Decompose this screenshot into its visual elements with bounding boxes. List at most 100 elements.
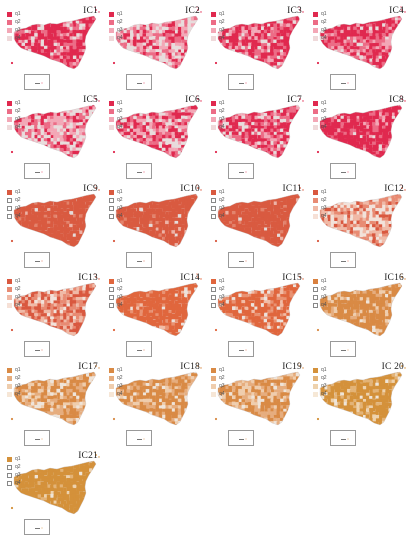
municipality-cell (340, 135, 345, 139)
municipality-cell (398, 132, 402, 136)
municipality-cell (184, 58, 188, 63)
municipality-cell (43, 122, 48, 126)
municipality-cell (350, 26, 354, 31)
municipality-cell (174, 198, 179, 203)
municipality-cell (44, 26, 48, 31)
municipality-cell (126, 201, 131, 206)
municipality-cell (34, 26, 38, 31)
municipality-cell (225, 32, 230, 37)
municipality-cell (158, 115, 163, 120)
municipality-cell (365, 42, 370, 47)
municipality-cell (76, 201, 80, 205)
municipality-cell (66, 105, 71, 110)
municipality-cell (366, 134, 370, 139)
municipality-cell (41, 223, 45, 228)
municipality-cell (228, 151, 233, 155)
municipality-cell (286, 125, 291, 129)
municipality-cell (394, 39, 399, 44)
municipality-cell (155, 26, 160, 31)
municipality-cell (378, 109, 383, 113)
municipality-cell (94, 61, 96, 66)
municipality-cell (129, 58, 134, 63)
municipality-cell (69, 138, 74, 143)
municipality-cell (171, 36, 175, 41)
municipality-cell (116, 135, 121, 139)
municipality-cell (232, 119, 236, 123)
municipality-cell (292, 154, 297, 158)
municipality-cell (340, 106, 344, 111)
map-panel: IC8 q1 q2 q3 q4 (308, 91, 408, 181)
municipality-cell (116, 148, 121, 152)
municipality-cell (254, 36, 258, 40)
municipality-cell (66, 62, 71, 66)
municipality-cell (63, 52, 67, 56)
municipality-cell (356, 52, 361, 57)
municipality-cell (184, 198, 189, 202)
municipality-cell (46, 220, 51, 225)
municipality-cell (299, 131, 300, 136)
municipality-cell (241, 52, 246, 56)
municipality-cell (69, 147, 74, 152)
municipality-cell (260, 62, 265, 66)
municipality-cell (378, 144, 383, 148)
municipality-cell (14, 36, 16, 41)
municipality-cell (292, 157, 297, 158)
municipality-cell (363, 153, 367, 158)
municipality-cell (289, 144, 294, 148)
municipality-cell (340, 144, 344, 149)
municipality-cell (155, 105, 160, 110)
municipality-cell (388, 64, 393, 69)
municipality-cell (143, 58, 147, 63)
municipality-cell (360, 71, 364, 75)
municipality-cell (143, 45, 147, 50)
municipality-cell (168, 20, 173, 24)
municipality-cell (123, 144, 127, 149)
municipality-cell (37, 217, 41, 221)
municipality-cell (159, 201, 163, 205)
municipality-cell (18, 148, 22, 152)
municipality-cell (366, 55, 370, 59)
municipality-cell (174, 39, 179, 43)
municipality-cell (162, 138, 166, 143)
municipality-cell (88, 59, 93, 63)
municipality-cell (382, 105, 386, 107)
municipality-cell (60, 157, 64, 158)
municipality-cell (296, 128, 300, 133)
municipality-cell (50, 68, 54, 69)
municipality-cell (365, 112, 370, 117)
municipality-cell (37, 157, 42, 158)
municipality-cell (369, 39, 373, 43)
municipality-cell (27, 17, 32, 22)
municipality-cell (79, 17, 83, 22)
municipality-cell (91, 214, 96, 218)
municipality-cell (279, 105, 284, 107)
municipality-cell (28, 68, 32, 69)
municipality-cell (15, 65, 19, 69)
municipality-cell (21, 131, 26, 136)
municipality-cell (320, 55, 322, 60)
municipality-cell (231, 16, 236, 18)
municipality-cell (165, 17, 169, 22)
municipality-cell (343, 109, 348, 114)
municipality-cell (133, 150, 137, 155)
municipality-cell (50, 55, 54, 60)
municipality-cell (196, 39, 198, 44)
municipality-cell (31, 208, 35, 212)
municipality-cell (91, 128, 96, 133)
municipality-cell (228, 131, 233, 136)
municipality-cell (295, 36, 300, 40)
municipality-cell (266, 157, 271, 158)
municipality-cell (123, 65, 128, 69)
municipality-cell (158, 138, 163, 143)
municipality-cell (222, 141, 227, 145)
municipality-cell (263, 132, 268, 136)
municipality-cell (266, 30, 271, 34)
municipality-cell (350, 65, 354, 69)
municipality-cell (375, 16, 380, 18)
municipality-cell (145, 65, 150, 69)
municipality-cell (175, 135, 179, 139)
municipality-cell (116, 141, 118, 146)
municipality-cell (21, 55, 26, 59)
municipality-cell (244, 20, 249, 24)
municipality-cell (267, 36, 272, 40)
